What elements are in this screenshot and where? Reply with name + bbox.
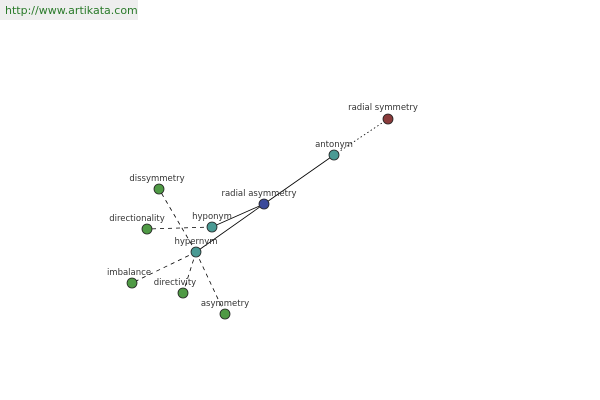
node[interactable] [177,287,189,299]
edge [146,226,213,230]
node[interactable] [206,221,218,233]
node[interactable] [258,198,270,210]
node[interactable] [153,183,165,195]
edge [131,251,197,284]
node-label: hypernym [174,237,217,247]
node-label: antonym [315,140,353,150]
node-label: dissymmetry [129,174,184,184]
edge [333,118,389,156]
node-label: imbalance [107,268,151,278]
node[interactable] [328,149,340,161]
node-label: asymmetry [201,299,249,309]
url: http://www.artikata.com [5,4,138,17]
node-label: radial asymmetry [221,189,296,199]
node[interactable] [190,246,202,258]
edge [195,203,265,253]
node[interactable] [219,308,231,320]
edge [182,251,197,294]
node[interactable] [141,223,153,235]
node-label: hyponym [192,212,232,222]
node-label: radial symmetry [348,103,418,113]
node-label: directivity [154,278,196,288]
node[interactable] [126,277,138,289]
edge [195,251,226,315]
node-label: directionality [109,214,165,224]
edge [263,154,335,205]
url-banner [0,0,138,20]
node[interactable] [382,113,394,125]
edge [211,203,265,228]
